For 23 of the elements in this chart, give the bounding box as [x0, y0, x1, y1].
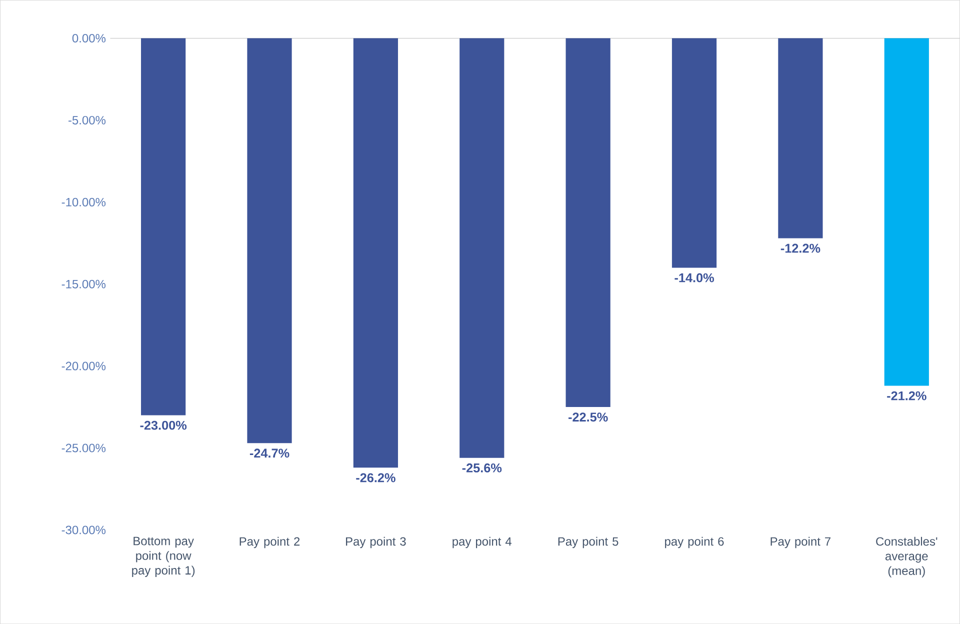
x-tick-label: Pay point 2: [240, 536, 300, 548]
y-tick-label: -25.00%: [62, 444, 106, 452]
y-tick-label: -5.00%: [68, 116, 106, 124]
data-label: -23.00%: [140, 420, 187, 430]
x-tick-label: Pay point 5: [558, 536, 618, 548]
data-label: -24.7%: [250, 448, 290, 458]
y-tick-label: -15.00%: [62, 280, 106, 288]
data-label: -14.0%: [674, 273, 714, 282]
x-tick-label: Constables' average (mean): [876, 536, 938, 578]
x-tick-label: Pay point 3: [346, 536, 406, 548]
y-tick-label: 0.00%: [72, 34, 106, 42]
data-label: -25.6%: [462, 463, 502, 472]
x-tick-label: Bottom pay point (now pay point 1): [132, 536, 195, 577]
x-tick-label: pay point 6: [665, 536, 724, 548]
data-label: -12.2%: [780, 244, 820, 253]
x-tick-label: Pay point 7: [770, 536, 830, 548]
y-tick-label: -10.00%: [62, 198, 106, 206]
y-tick-label: -20.00%: [62, 362, 106, 370]
y-tick-label: -30.00%: [62, 526, 106, 534]
data-label: -26.2%: [356, 473, 396, 482]
data-label: -21.2%: [887, 391, 926, 400]
x-tick-label: pay point 4: [452, 536, 512, 548]
data-label: -22.5%: [568, 412, 608, 422]
